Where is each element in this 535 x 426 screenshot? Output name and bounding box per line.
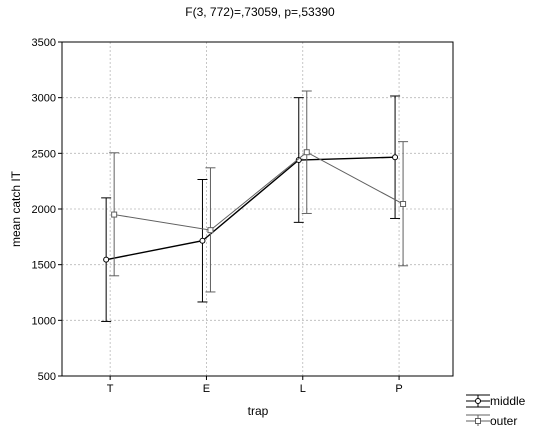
series-middle [101, 95, 401, 322]
data-point-square [400, 200, 407, 207]
series-outer [109, 90, 409, 293]
y-tick-label: 1000 [32, 315, 56, 327]
legend-marker-square [475, 418, 481, 424]
legend: middle outer [466, 394, 526, 426]
series-line [114, 151, 404, 231]
y-tick-label: 3000 [32, 93, 56, 105]
y-tick-label: 3500 [32, 37, 56, 49]
y-tick-label: 500 [38, 371, 56, 383]
legend-marker-circle [475, 398, 481, 404]
y-tick-label: 1500 [32, 260, 56, 272]
data-point-square [303, 149, 310, 156]
x-tick-label: E [203, 383, 210, 395]
data-point-circle [103, 256, 110, 263]
x-tick-label: L [300, 383, 306, 395]
x-tick-label: T [107, 383, 114, 395]
x-axis-title: trap [248, 404, 269, 418]
x-tick-label: P [395, 383, 402, 395]
legend-label-middle: middle [490, 394, 526, 408]
y-tick-label: 2000 [32, 204, 56, 216]
series-line [106, 156, 396, 261]
legend-label-outer: outer [490, 414, 517, 426]
data-point-circle [392, 154, 399, 161]
series-layer [101, 90, 409, 322]
data-point-circle [199, 237, 206, 244]
data-point-circle [295, 157, 302, 164]
chart-title: F(3, 772)=,73059, p=,53390 [185, 5, 335, 19]
y-tick-label: 2500 [32, 148, 56, 160]
y-axis: 500 1000 1500 2000 2500 3000 3500 [32, 37, 62, 383]
grid [62, 42, 453, 376]
data-point-square [207, 227, 214, 234]
data-point-square [111, 211, 118, 218]
y-axis-title: mean catch IT [9, 170, 23, 247]
